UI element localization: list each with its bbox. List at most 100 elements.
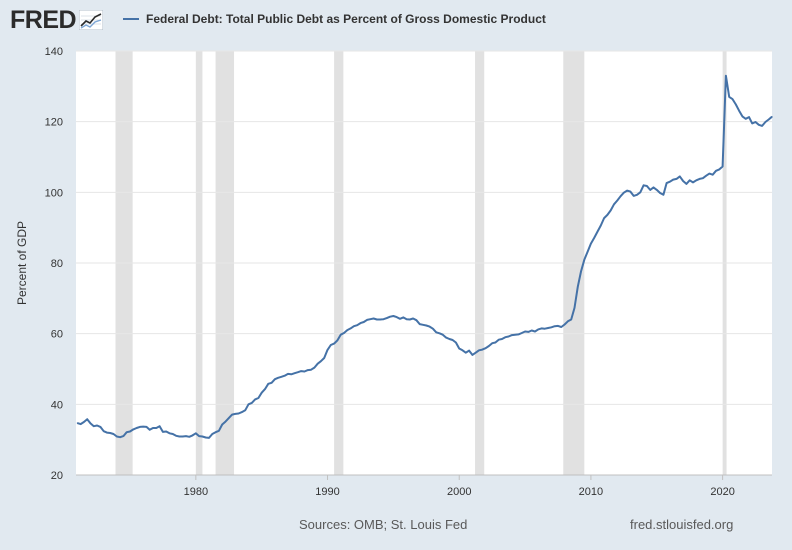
y-tick-label: 80 <box>51 258 63 270</box>
data-point <box>428 326 431 328</box>
data-point <box>159 425 161 427</box>
data-point <box>735 103 737 105</box>
data-point <box>96 424 98 427</box>
y-axis-title: Percent of GDP <box>15 220 29 306</box>
data-point <box>613 203 615 205</box>
data-point <box>402 316 404 319</box>
data-point <box>619 195 622 197</box>
data-point <box>382 318 385 320</box>
data-point <box>359 322 362 324</box>
legend-series-label: Federal Debt: Total Public Debt as Perce… <box>146 12 546 26</box>
data-point <box>596 230 599 233</box>
data-point <box>175 435 177 437</box>
y-tick-label: 40 <box>51 399 63 411</box>
data-point <box>672 179 674 181</box>
data-point <box>336 339 339 341</box>
data-point <box>399 318 401 320</box>
data-point <box>224 421 227 423</box>
fred-logo[interactable]: FRED <box>10 6 104 34</box>
y-tick-label: 20 <box>51 470 63 482</box>
data-point <box>330 344 332 346</box>
data-point <box>405 318 408 320</box>
data-point <box>80 423 82 425</box>
data-point <box>666 182 668 184</box>
data-point <box>247 403 250 405</box>
data-point <box>600 224 602 227</box>
data-point <box>623 192 625 194</box>
data-point <box>122 435 125 437</box>
data-point <box>593 237 595 239</box>
data-point <box>205 436 207 439</box>
data-point <box>267 383 269 385</box>
data-point <box>465 352 467 354</box>
data-point <box>241 411 243 413</box>
data-point <box>488 345 490 347</box>
data-point <box>603 217 605 219</box>
data-point <box>652 186 655 188</box>
data-point <box>435 331 437 333</box>
y-tick-label: 100 <box>45 187 63 199</box>
data-point <box>659 192 661 194</box>
data-point <box>715 170 717 172</box>
data-point <box>254 398 256 400</box>
data-point <box>768 118 770 121</box>
data-point <box>771 116 773 118</box>
data-point <box>172 433 174 435</box>
data-point <box>191 434 194 437</box>
data-point <box>396 316 398 318</box>
data-point <box>675 178 678 180</box>
data-point <box>682 180 684 182</box>
data-point <box>534 330 536 333</box>
data-point <box>356 324 358 326</box>
data-point <box>303 370 306 373</box>
y-tick-label: 120 <box>45 117 63 129</box>
data-point <box>455 341 457 344</box>
data-point <box>692 181 694 184</box>
data-point <box>570 318 572 321</box>
data-point <box>656 189 658 191</box>
site-link[interactable]: fred.stlouisfed.org <box>630 517 734 532</box>
data-point <box>452 339 454 341</box>
data-point <box>445 336 447 339</box>
data-point <box>563 323 566 326</box>
data-point <box>587 251 589 253</box>
data-point <box>109 432 111 434</box>
data-point <box>527 331 529 333</box>
data-point <box>168 432 171 434</box>
data-point <box>257 397 259 399</box>
x-axis-ticks: 1980 1990 2000 2010 2020 <box>184 475 735 498</box>
data-point <box>379 318 381 321</box>
data-point <box>573 307 576 309</box>
data-point <box>320 360 322 362</box>
data-point <box>178 435 180 438</box>
data-point <box>636 194 638 196</box>
x-tick-label: 2000 <box>447 486 471 498</box>
data-point <box>142 425 144 428</box>
data-point <box>149 429 151 431</box>
data-point <box>264 388 266 390</box>
data-point <box>333 342 335 345</box>
data-point <box>214 431 217 433</box>
data-point <box>754 121 757 123</box>
data-point <box>745 118 747 120</box>
data-point <box>633 195 635 197</box>
data-point <box>373 317 375 320</box>
data-point <box>162 431 164 433</box>
data-point <box>307 369 309 371</box>
data-point <box>346 329 348 331</box>
data-point <box>438 332 441 334</box>
data-point <box>366 319 368 321</box>
data-point <box>244 409 246 411</box>
data-point <box>550 326 553 328</box>
data-point <box>481 348 483 351</box>
data-point <box>165 430 167 433</box>
data-point <box>718 168 720 170</box>
data-point <box>290 373 292 375</box>
data-point <box>119 436 121 438</box>
data-point <box>649 189 651 191</box>
data-point <box>705 175 707 177</box>
data-point <box>728 96 730 98</box>
data-point <box>557 325 559 327</box>
data-point <box>284 375 286 377</box>
